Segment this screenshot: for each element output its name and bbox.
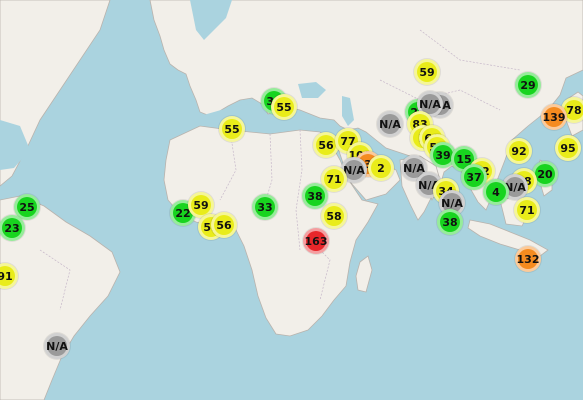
aqi-station-marker[interactable]: 59 — [414, 59, 440, 85]
aqi-station-marker[interactable]: 38 — [302, 183, 328, 209]
aqi-station-marker[interactable]: 29 — [515, 72, 541, 98]
aqi-station-marker[interactable]: 163 — [303, 228, 329, 254]
aqi-station-marker[interactable]: 38 — [437, 209, 463, 235]
aqi-station-marker[interactable]: 91 — [0, 263, 18, 289]
aqi-station-marker[interactable]: 95 — [555, 135, 581, 161]
aqi-station-marker[interactable]: N/A — [377, 111, 403, 137]
aqi-station-marker[interactable]: 23 — [0, 215, 25, 241]
aqi-station-marker[interactable]: 58 — [321, 203, 347, 229]
aqi-station-marker[interactable]: 55 — [219, 116, 245, 142]
land-north-america — [0, 0, 111, 187]
aqi-station-marker[interactable]: 56 — [211, 212, 237, 238]
aqi-station-marker[interactable]: 55 — [271, 94, 297, 120]
aqi-station-marker[interactable]: 59 — [188, 192, 214, 218]
aqi-station-marker[interactable]: 2 — [368, 155, 394, 181]
aqi-station-marker[interactable]: 33 — [252, 194, 278, 220]
aqi-station-marker[interactable]: 71 — [514, 197, 540, 223]
aqi-station-marker[interactable]: 132 — [515, 246, 541, 272]
aqi-station-marker[interactable]: 56 — [313, 132, 339, 158]
aqi-station-marker[interactable]: 25 — [14, 194, 40, 220]
aqi-station-marker[interactable]: 71 — [321, 166, 347, 192]
aqi-station-marker[interactable]: 139 — [541, 104, 567, 130]
aqi-station-marker[interactable]: 4 — [483, 179, 509, 205]
aqi-station-marker[interactable]: 92 — [506, 138, 532, 164]
aqi-station-marker[interactable]: N/A — [416, 172, 442, 198]
aqi-station-marker[interactable]: 37 — [461, 164, 487, 190]
land-madagascar — [355, 255, 373, 293]
aqi-station-marker[interactable]: N/A — [44, 333, 70, 359]
land-south-america — [0, 195, 121, 400]
